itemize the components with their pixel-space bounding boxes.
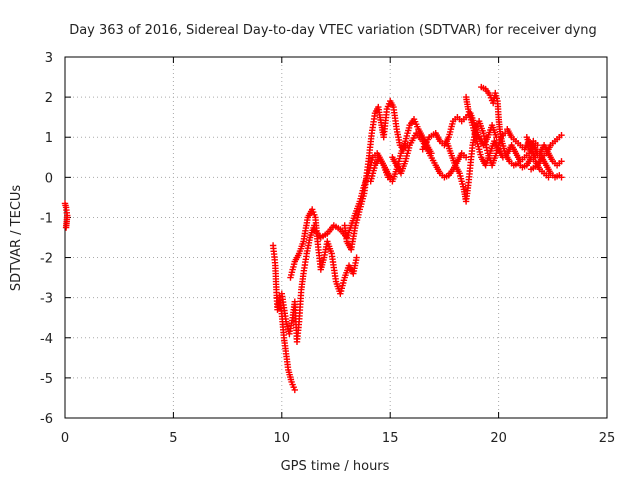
- plot-frame: [64, 56, 608, 419]
- y-tick-label: -1: [40, 211, 53, 226]
- y-tick-label: -2: [40, 252, 53, 267]
- data-point: [558, 174, 565, 181]
- data-point: [353, 254, 360, 261]
- y-axis-label: SDTVAR / TECUs: [9, 185, 24, 292]
- data-points: [61, 83, 565, 394]
- x-tick-label: 5: [169, 431, 177, 446]
- tick-labels: 0 5 10 15 20 25 -6 -5 -4 -3 -2 -1 0 1 2 3: [40, 51, 615, 446]
- y-tick-label: 3: [45, 51, 53, 66]
- x-tick-label: 10: [274, 431, 291, 446]
- x-axis-label: GPS time / hours: [281, 459, 390, 474]
- x-tick-label: 0: [61, 431, 69, 446]
- data-point: [291, 386, 298, 394]
- data-point: [558, 158, 565, 165]
- y-tick-label: -5: [40, 372, 53, 387]
- data-point: [545, 174, 552, 181]
- y-tick-label: 0: [45, 171, 53, 186]
- y-tick-label: -6: [40, 412, 53, 427]
- chart-title: Day 363 of 2016, Sidereal Day-to-day VTE…: [69, 23, 597, 38]
- y-tick-label: -3: [40, 292, 53, 307]
- x-tick-label: 25: [599, 431, 616, 446]
- grid-lines: [65, 57, 607, 418]
- data-point: [558, 132, 565, 139]
- x-tick-label: 15: [382, 431, 399, 446]
- x-tick-label: 20: [490, 431, 507, 446]
- y-tick-label: 1: [45, 131, 53, 146]
- y-tick-label: 2: [45, 91, 53, 106]
- axis-ticks: [64, 56, 608, 419]
- y-tick-label: -4: [40, 332, 53, 347]
- data-point: [62, 224, 70, 231]
